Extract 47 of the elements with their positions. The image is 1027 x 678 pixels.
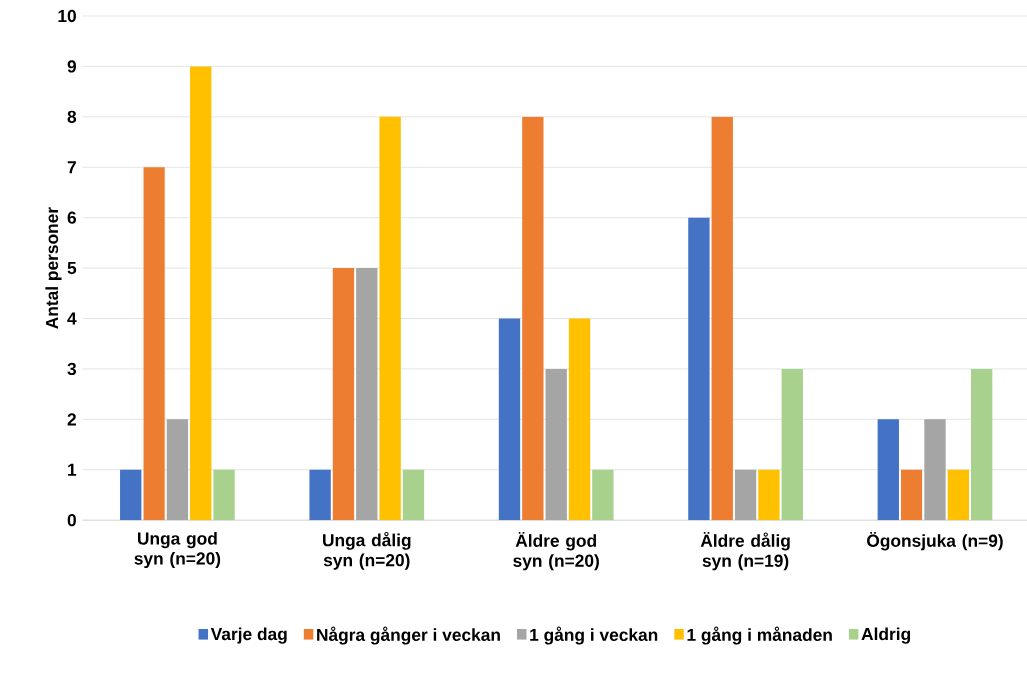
legend-label: 1 gång i veckan <box>530 626 658 645</box>
bar <box>970 369 993 521</box>
bar <box>309 469 331 521</box>
x-tick-label: Ögonsjuka (n=9) <box>867 532 1003 551</box>
legend-label: Aldrig <box>861 627 910 644</box>
x-tick-label: Äldre dålig syn (n=19) <box>700 532 790 571</box>
bar <box>688 217 710 521</box>
bar <box>120 469 142 521</box>
x-tick-label: Unga god syn (n=20) <box>134 532 221 569</box>
y-tick-label: 7 <box>67 161 76 174</box>
bar <box>877 419 899 521</box>
bar <box>711 117 733 521</box>
y-tick-label: 1 <box>68 464 77 476</box>
bar <box>379 117 401 521</box>
bar <box>522 117 544 521</box>
y-tick-label: 8 <box>67 110 77 124</box>
legend-label: 1 gång i månaden <box>687 626 832 645</box>
bar <box>402 469 425 521</box>
bar <box>947 469 969 521</box>
y-tick-label: 0 <box>67 514 76 527</box>
bar <box>166 419 189 521</box>
bar <box>190 66 212 521</box>
bar <box>356 268 378 521</box>
y-tick-label: 5 <box>67 262 77 275</box>
x-tick-label: Äldre god syn (n=20) <box>513 532 599 571</box>
bar <box>143 167 165 521</box>
y-tick-label: 4 <box>67 312 77 325</box>
y-tick-label: 10 <box>58 10 76 23</box>
bar <box>498 318 521 521</box>
bar <box>734 469 757 521</box>
bar <box>758 469 780 521</box>
bar <box>213 469 235 521</box>
bar <box>332 268 355 521</box>
legend-label: Några gånger i veckan <box>317 626 500 645</box>
legend-label: Varje dag <box>210 627 287 644</box>
y-tick-label: 3 <box>67 362 77 376</box>
y-axis-title: Antal personer <box>45 207 62 330</box>
bar <box>924 419 946 521</box>
y-tick-label: 2 <box>67 413 76 426</box>
bar <box>900 469 923 521</box>
bar <box>545 369 567 521</box>
y-tick-label: 6 <box>67 211 77 225</box>
bar <box>568 318 591 521</box>
bar <box>592 469 614 521</box>
bar <box>781 369 803 521</box>
x-tick-label: Unga dålig syn (n=20) <box>323 532 411 570</box>
y-tick-label: 9 <box>67 60 76 73</box>
